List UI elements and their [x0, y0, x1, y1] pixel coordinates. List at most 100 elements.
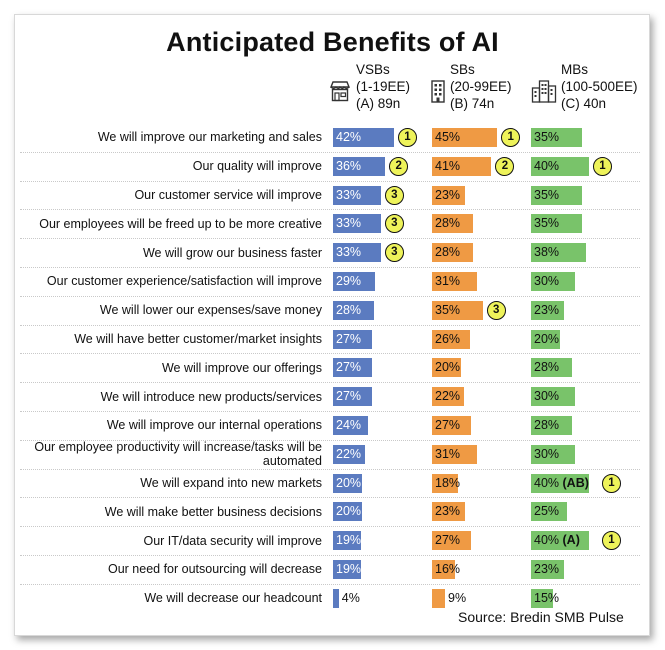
- bar-vsb: [333, 559, 361, 579]
- value-label: 33%: [336, 214, 361, 233]
- bar-sb: [432, 559, 456, 579]
- value-label: 40%: [534, 157, 559, 176]
- segment-name: MBs: [561, 62, 588, 77]
- bar-vsb: [333, 329, 373, 349]
- segment-size: (1-19EE): [356, 79, 411, 94]
- value-text: 40%: [534, 533, 560, 548]
- value-text: 36%: [336, 158, 362, 173]
- rank-badge: 2: [495, 156, 515, 176]
- bar-vsb: [333, 185, 381, 205]
- row-label-text: We will lower our expenses/save money: [99, 303, 322, 318]
- value-label: 23%: [534, 301, 559, 320]
- value-text: 26%: [435, 331, 461, 346]
- bar-sb: [432, 473, 459, 493]
- row-label-text: Our employees will be freed up to be mor…: [39, 216, 322, 231]
- value-text: 27%: [435, 417, 461, 432]
- bar-vsb: [333, 473, 362, 493]
- value-text: 28%: [435, 216, 461, 231]
- value-text: 28%: [336, 302, 362, 317]
- row-label: We will improve our offerings: [20, 353, 322, 382]
- value-label: 18%: [435, 474, 460, 493]
- row-separator: [20, 555, 640, 556]
- row-label-text: Our quality will improve: [192, 159, 322, 174]
- value-text: 35%: [435, 302, 461, 317]
- value-label: 40% (A): [534, 531, 580, 550]
- rank-badge: 2: [389, 156, 409, 176]
- row-label: Our employee productivity will increase/…: [20, 440, 322, 469]
- value-label: 27%: [435, 531, 460, 550]
- bar-sb: [432, 127, 498, 147]
- rank-badge: 1: [397, 127, 417, 147]
- row-separator: [20, 180, 640, 182]
- storefront-icon: [329, 81, 351, 102]
- value-label: 41%: [435, 157, 460, 176]
- value-text: 40%: [534, 475, 560, 490]
- value-text: 20%: [534, 331, 560, 346]
- value-text: 33%: [336, 187, 362, 202]
- value-label: 35%: [534, 186, 559, 205]
- row-label-text: We will make better business decisions: [104, 504, 322, 519]
- row-separator: [20, 209, 640, 211]
- significance-marker: (AB): [562, 475, 589, 490]
- bar-mb: [531, 156, 589, 176]
- row-separator: [20, 439, 640, 441]
- bar-vsb: [333, 444, 365, 464]
- bar-mb: [531, 358, 572, 378]
- bar-sb: [432, 588, 446, 608]
- office-building-icon: [431, 80, 445, 103]
- rank-badge: 3: [384, 185, 404, 205]
- row-separator: [20, 382, 640, 384]
- row-separator: [20, 238, 640, 240]
- value-text: 29%: [336, 273, 362, 288]
- value-label: 9%: [448, 589, 466, 608]
- row-separator: [20, 583, 640, 585]
- bar-mb: [531, 329, 560, 349]
- row-label: We will expand into new markets: [20, 469, 322, 498]
- value-text: 30%: [534, 273, 560, 288]
- bar-mb: [531, 387, 575, 407]
- bar-vsb: [333, 387, 373, 407]
- value-label: 45%: [435, 128, 460, 147]
- row-separator: [20, 497, 640, 499]
- value-label: 35%: [534, 128, 559, 147]
- bar-mb: [531, 127, 582, 147]
- rank-badge: 3: [384, 214, 404, 234]
- city-buildings-icon: [531, 80, 557, 103]
- value-text: 28%: [435, 245, 461, 260]
- value-text: 22%: [435, 389, 461, 404]
- value-text: 35%: [534, 216, 560, 231]
- value-text: 30%: [534, 446, 560, 461]
- value-text: 28%: [534, 417, 560, 432]
- rank-badge: 1: [593, 156, 612, 176]
- value-label: 38%: [534, 243, 559, 262]
- bar-sb: [432, 329, 470, 349]
- bar-vsb: [333, 300, 374, 320]
- row-separator: [20, 295, 640, 297]
- bar-mb: [531, 502, 568, 522]
- bar-sb: [432, 185, 466, 205]
- value-label: 15%: [534, 589, 559, 608]
- value-text: 27%: [336, 389, 362, 404]
- bar-vsb: [333, 358, 373, 378]
- bar-sb: [432, 358, 461, 378]
- row-label: We will have better customer/market insi…: [20, 325, 322, 354]
- value-text: 27%: [336, 331, 362, 346]
- row-label-text: We will have better customer/market insi…: [74, 331, 322, 346]
- bar-sb: [432, 214, 473, 234]
- bar-sb: [432, 300, 483, 320]
- value-text: 45%: [435, 129, 461, 144]
- value-text: 28%: [534, 360, 560, 375]
- row-label: Our customer service will improve: [20, 181, 322, 210]
- bar-sb: [432, 531, 472, 551]
- value-label: 4%: [342, 589, 360, 608]
- row-label: We will improve our internal operations: [20, 411, 322, 440]
- value-text: 41%: [435, 158, 461, 173]
- rank-badge: 3: [384, 243, 404, 263]
- value-label: 35%: [435, 301, 460, 320]
- row-label: We will lower our expenses/save money: [20, 296, 322, 325]
- row-label: Our IT/data security will improve: [20, 526, 322, 555]
- value-label: 40% (AB): [534, 474, 589, 493]
- segment-size: (100-500EE): [561, 79, 638, 94]
- bar-mb: [531, 559, 565, 579]
- value-label: 30%: [534, 387, 559, 406]
